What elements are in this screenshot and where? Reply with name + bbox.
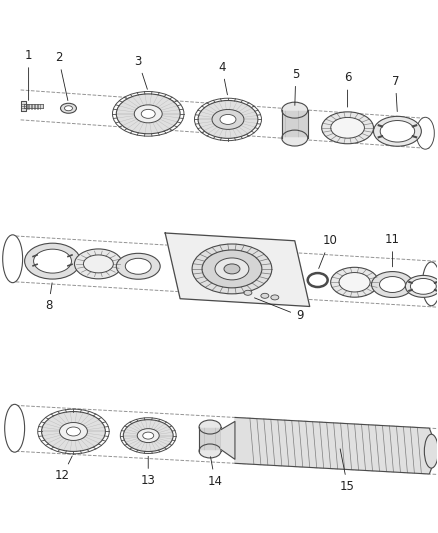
Text: 3: 3	[134, 55, 147, 89]
Text: 15: 15	[340, 449, 355, 493]
Ellipse shape	[143, 432, 154, 439]
Text: 9: 9	[254, 298, 304, 322]
Ellipse shape	[64, 106, 72, 111]
Ellipse shape	[244, 290, 252, 295]
Ellipse shape	[261, 293, 269, 298]
Ellipse shape	[380, 120, 415, 142]
Ellipse shape	[192, 244, 272, 294]
Ellipse shape	[339, 272, 370, 292]
Text: 2: 2	[55, 51, 68, 101]
Ellipse shape	[424, 434, 438, 468]
Ellipse shape	[25, 243, 81, 279]
Polygon shape	[282, 110, 308, 138]
Ellipse shape	[117, 253, 160, 279]
Ellipse shape	[199, 420, 221, 434]
Polygon shape	[21, 101, 25, 111]
Text: 1: 1	[25, 49, 32, 100]
Ellipse shape	[371, 272, 413, 297]
Ellipse shape	[117, 94, 180, 134]
Text: 7: 7	[392, 75, 399, 111]
Text: 10: 10	[319, 235, 337, 269]
Polygon shape	[221, 422, 235, 459]
Ellipse shape	[224, 264, 240, 274]
Text: 5: 5	[292, 68, 300, 106]
Ellipse shape	[374, 116, 421, 146]
Ellipse shape	[410, 278, 436, 294]
Ellipse shape	[331, 267, 378, 297]
Ellipse shape	[5, 405, 25, 452]
Ellipse shape	[141, 109, 155, 118]
Text: 6: 6	[344, 71, 351, 107]
Polygon shape	[165, 233, 310, 306]
Ellipse shape	[199, 444, 221, 458]
Polygon shape	[235, 417, 434, 474]
Text: 12: 12	[55, 456, 72, 482]
Ellipse shape	[331, 117, 364, 138]
Text: 13: 13	[141, 456, 155, 487]
Ellipse shape	[134, 105, 162, 123]
Ellipse shape	[220, 115, 236, 124]
Ellipse shape	[137, 429, 159, 442]
Ellipse shape	[198, 101, 258, 139]
Ellipse shape	[215, 258, 249, 280]
Ellipse shape	[60, 103, 77, 113]
Ellipse shape	[124, 419, 173, 451]
Text: 14: 14	[208, 457, 223, 488]
Ellipse shape	[379, 277, 406, 293]
Text: 8: 8	[45, 283, 52, 312]
Ellipse shape	[60, 423, 88, 440]
Text: 4: 4	[218, 61, 227, 95]
Ellipse shape	[417, 117, 434, 149]
Ellipse shape	[282, 102, 308, 118]
Ellipse shape	[202, 250, 262, 288]
Ellipse shape	[67, 427, 81, 436]
Ellipse shape	[212, 109, 244, 130]
Ellipse shape	[74, 249, 122, 279]
Ellipse shape	[83, 255, 113, 273]
Text: 11: 11	[385, 233, 400, 267]
Ellipse shape	[282, 130, 308, 146]
Ellipse shape	[3, 235, 23, 282]
Ellipse shape	[422, 262, 438, 306]
Polygon shape	[199, 427, 221, 451]
Ellipse shape	[125, 259, 151, 274]
Ellipse shape	[406, 276, 438, 297]
Ellipse shape	[42, 411, 106, 451]
Ellipse shape	[321, 112, 374, 144]
Ellipse shape	[271, 295, 279, 300]
Ellipse shape	[34, 249, 71, 273]
